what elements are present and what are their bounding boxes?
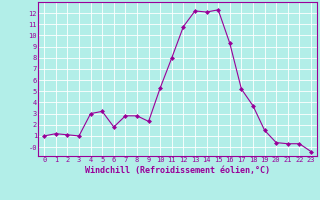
X-axis label: Windchill (Refroidissement éolien,°C): Windchill (Refroidissement éolien,°C) bbox=[85, 166, 270, 175]
